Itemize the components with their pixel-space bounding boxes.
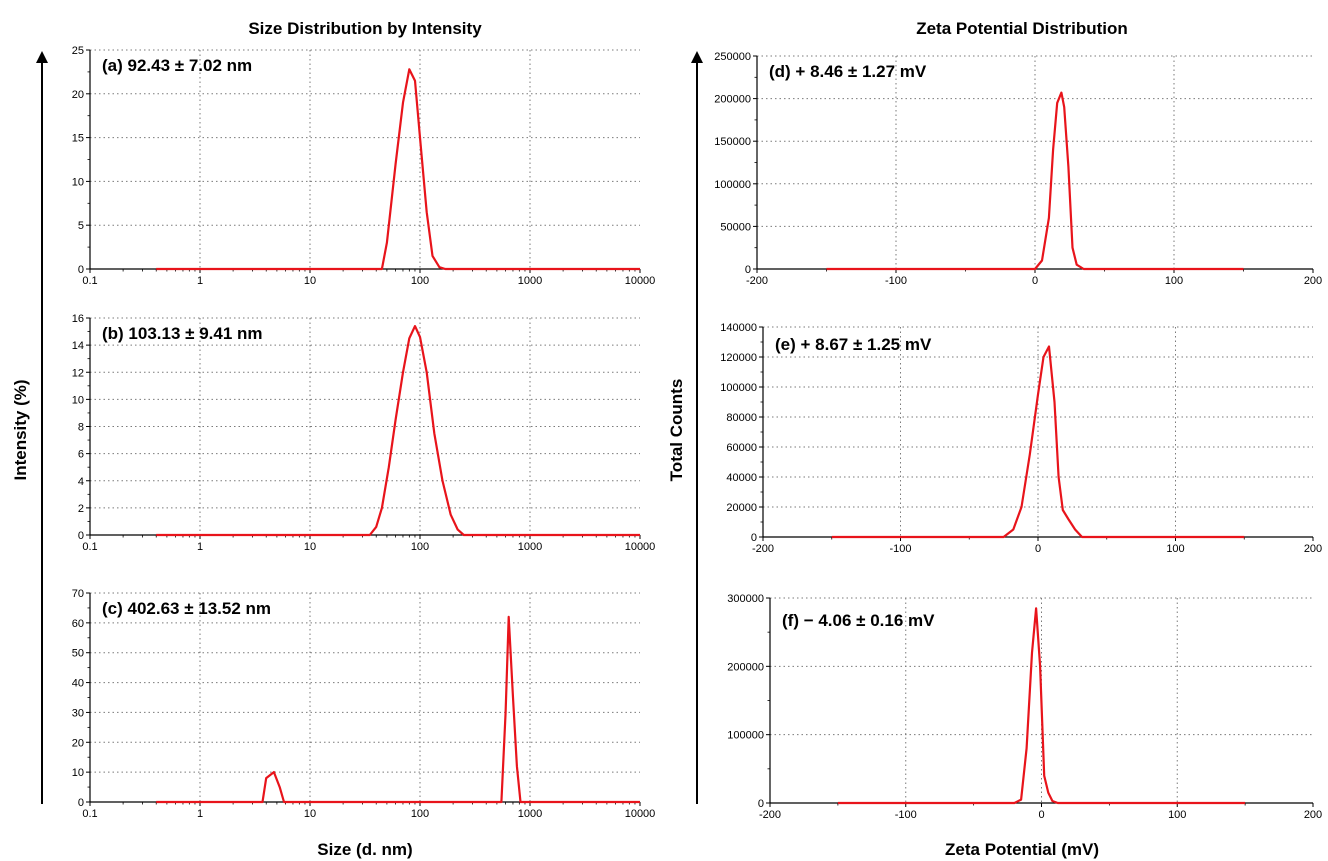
y-tick-label: 0 [751,532,757,544]
y-tick-label: 140000 [720,322,757,334]
y-tick-label: 20 [72,737,84,749]
x-tick-label: -100 [889,543,911,555]
x-tick-label: 0 [1032,275,1038,287]
y-tick-label: 20000 [726,502,757,514]
series-line [826,91,1244,271]
y-tick-label: 60000 [726,442,757,454]
series-line [156,615,640,804]
y-tick-label: 100000 [714,179,751,191]
y-tick-label: 70 [72,588,84,600]
x-tick-label: 0.1 [82,541,97,553]
x-tick-label: 1000 [518,808,542,820]
panel-annotation: (e) + 8.67 ± 1.25 mV [775,335,932,354]
panel-annotation: (d) + 8.46 ± 1.27 mV [769,62,927,81]
x-tick-label: 100 [1165,275,1183,287]
x-tick-label: 0.1 [82,275,97,287]
series-line [837,607,1246,805]
x-tick-label: 1 [197,275,203,287]
y-tick-label: 10 [72,767,84,779]
x-tick-label: 0 [1035,543,1041,555]
panel-e: -200 -100 0 100 200 0 20000 40000 60000 80000 1000… [720,322,1322,555]
y-tick-label: 50 [72,648,84,660]
left-y-axis-label: Intensity (%) [11,379,30,480]
y-tick-label: 100000 [720,382,757,394]
panel-f: -200 -100 0 100 200 0 100000 200000 300000 (f) − … [727,593,1322,821]
x-tick-label: 0.1 [82,808,97,820]
y-tick-label: 6 [78,449,84,461]
x-tick-label: 100 [1168,809,1186,821]
x-tick-label: -100 [895,809,917,821]
x-tick-label: 200 [1304,543,1322,555]
y-tick-label: 0 [78,264,84,276]
x-tick-label: 100 [411,275,429,287]
series-line [831,345,1245,539]
y-tick-label: 15 [72,133,84,145]
left-x-axis-label: Size (d. nm) [317,840,412,859]
x-tick-label: 10 [304,808,316,820]
x-tick-label: 10000 [625,275,656,287]
y-tick-label: 25 [72,45,84,57]
right-y-axis-label: Total Counts [667,379,686,482]
y-tick-label: 200000 [714,94,751,106]
y-tick-label: 80000 [726,412,757,424]
y-tick-label: 8 [78,422,84,434]
series-line [156,68,640,271]
right-column-title: Zeta Potential Distribution [916,19,1128,38]
x-tick-label: 100 [411,541,429,553]
y-tick-label: 4 [78,476,84,488]
y-tick-label: 16 [72,313,84,325]
x-tick-label: 100 [411,808,429,820]
y-tick-label: 30 [72,707,84,719]
panel-d: -200 -100 0 100 200 0 50000 100000 150000 200000 2… [714,51,1322,287]
y-tick-label: 0 [745,264,751,276]
y-tick-label: 300000 [727,593,764,605]
x-tick-label: -200 [759,809,781,821]
y-tick-label: 100000 [727,730,764,742]
y-tick-label: 20 [72,89,84,101]
x-tick-label: 1000 [518,275,542,287]
y-tick-label: 120000 [720,352,757,364]
x-tick-label: -200 [752,543,774,555]
panel-annotation: (f) − 4.06 ± 0.16 mV [782,611,935,630]
y-tick-label: 14 [72,340,84,352]
y-tick-label: 12 [72,367,84,379]
x-tick-label: 100 [1166,543,1184,555]
x-tick-label: 200 [1304,275,1322,287]
x-tick-label: 10000 [625,808,656,820]
y-tick-label: 150000 [714,136,751,148]
y-tick-label: 2 [78,503,84,515]
y-tick-label: 10 [72,394,84,406]
panel-a: 0.1 1 10 100 1000 10000 0 5 10 15 20 25 (a) 92.43 ± … [72,45,656,287]
x-tick-label: 10 [304,275,316,287]
y-tick-label: 60 [72,618,84,630]
panel-b: 0.1 1 10 100 1000 10000 0 2 4 6 8 10 12 14 16 (b) 103.1… [72,313,656,553]
left-column-title: Size Distribution by Intensity [248,19,482,38]
x-tick-label: 1 [197,541,203,553]
right-x-axis-label: Zeta Potential (mV) [945,840,1099,859]
x-tick-label: -200 [746,275,768,287]
x-tick-label: 10000 [625,541,656,553]
y-tick-label: 0 [758,798,764,810]
panel-annotation: (a) 92.43 ± 7.02 nm [102,56,252,75]
y-tick-label: 40 [72,678,84,690]
series-line [156,325,640,537]
x-tick-label: 200 [1304,809,1322,821]
x-tick-label: 0 [1038,809,1044,821]
x-tick-label: 10 [304,541,316,553]
y-tick-label: 40000 [726,472,757,484]
y-tick-label: 250000 [714,51,751,63]
panel-annotation: (c) 402.63 ± 13.52 nm [102,599,271,618]
y-tick-label: 50000 [720,221,751,233]
y-tick-label: 200000 [727,661,764,673]
panel-annotation: (b) 103.13 ± 9.41 nm [102,324,263,343]
y-tick-label: 10 [72,176,84,188]
x-tick-label: 1000 [518,541,542,553]
y-tick-label: 5 [78,220,84,232]
y-tick-label: 0 [78,530,84,542]
y-tick-label: 0 [78,797,84,809]
panel-c: 0.1 1 10 100 1000 10000 0 10 20 30 40 50 60 70 (c) 402… [72,588,656,820]
x-tick-label: 1 [197,808,203,820]
x-tick-label: -100 [885,275,907,287]
